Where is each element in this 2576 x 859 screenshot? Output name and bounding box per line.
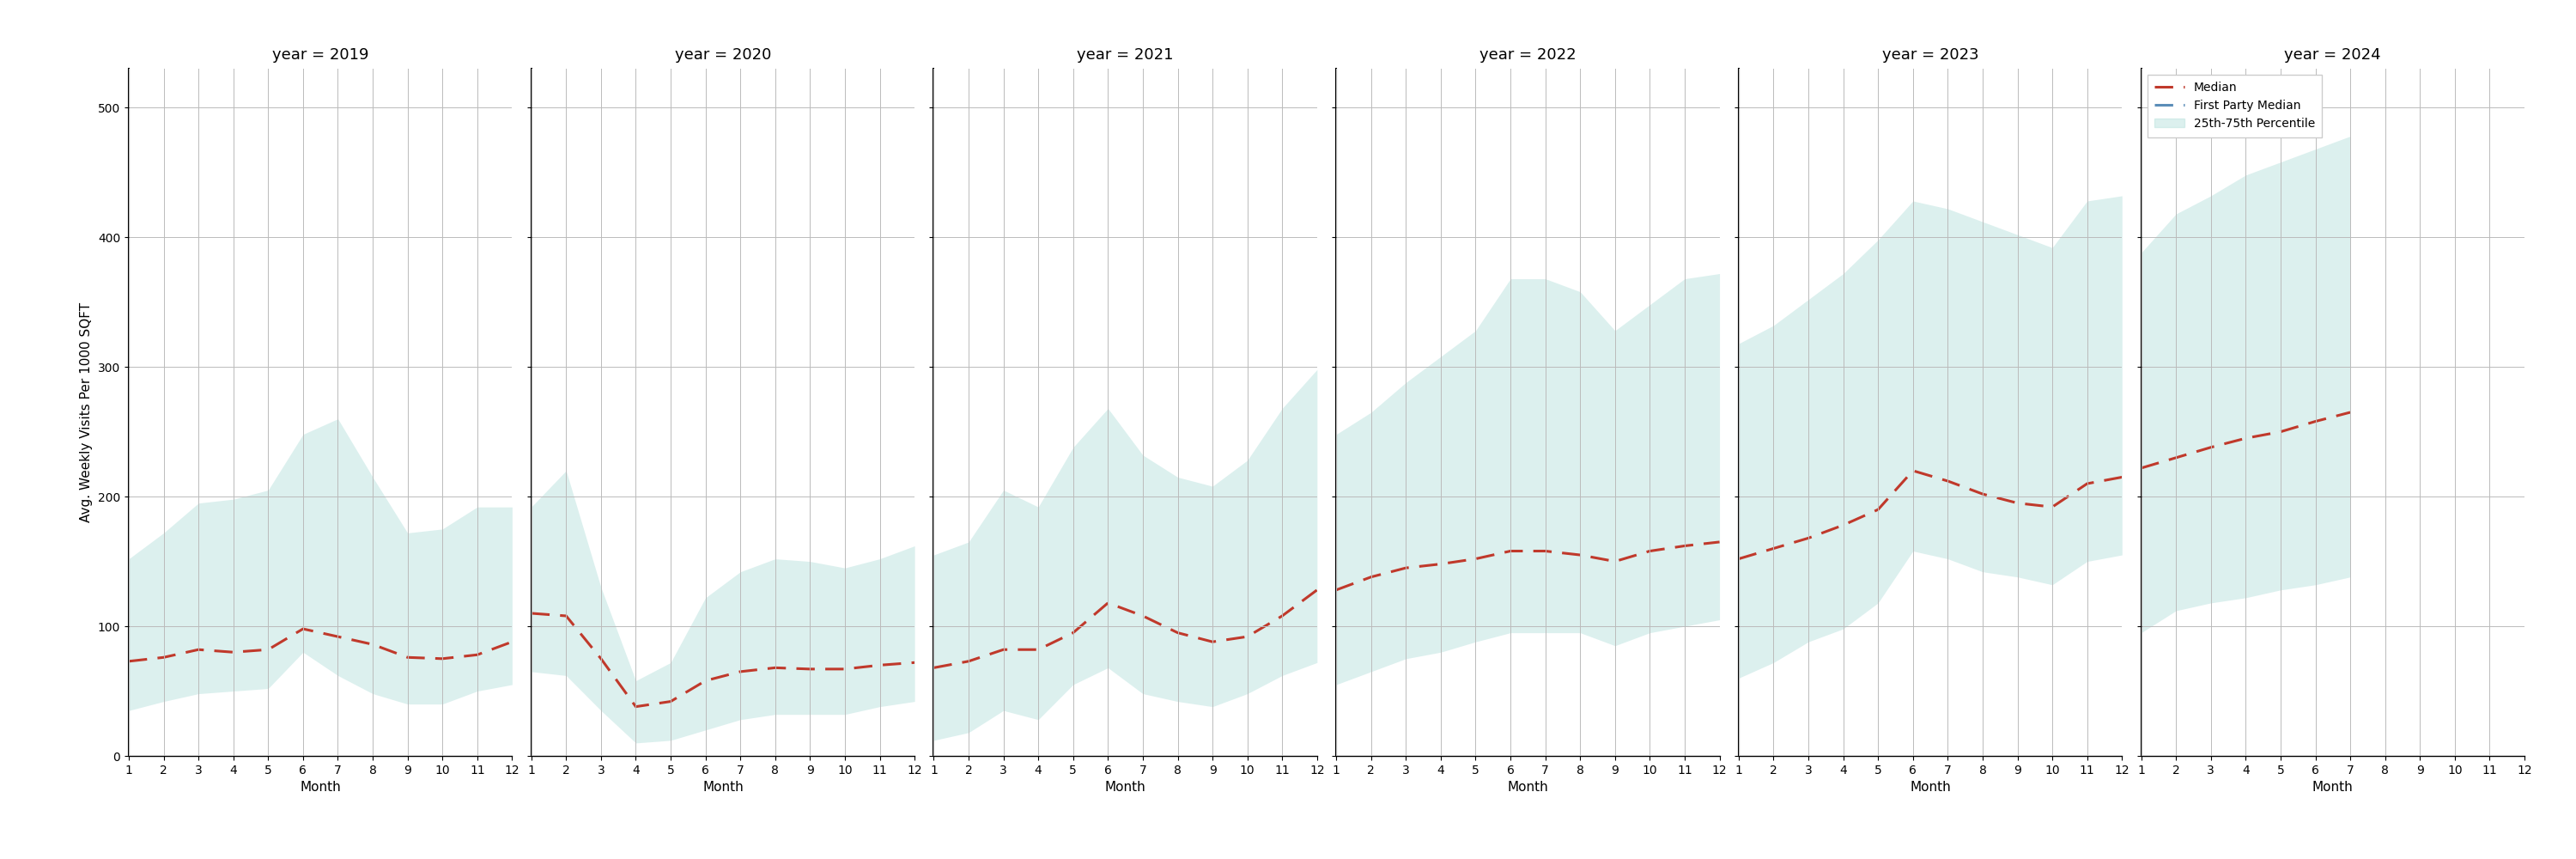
Title: year = 2024: year = 2024	[2285, 47, 2380, 63]
Title: year = 2019: year = 2019	[273, 47, 368, 63]
X-axis label: Month: Month	[2313, 781, 2354, 794]
X-axis label: Month: Month	[703, 781, 744, 794]
X-axis label: Month: Month	[1105, 781, 1146, 794]
X-axis label: Month: Month	[1507, 781, 1548, 794]
X-axis label: Month: Month	[1909, 781, 1950, 794]
Title: year = 2020: year = 2020	[675, 47, 770, 63]
Title: year = 2023: year = 2023	[1883, 47, 1978, 63]
Legend: Median, First Party Median, 25th-75th Percentile: Median, First Party Median, 25th-75th Pe…	[2148, 75, 2321, 137]
Title: year = 2022: year = 2022	[1479, 47, 1577, 63]
Title: year = 2021: year = 2021	[1077, 47, 1175, 63]
X-axis label: Month: Month	[299, 781, 340, 794]
Y-axis label: Avg. Weekly Visits Per 1000 SQFT: Avg. Weekly Visits Per 1000 SQFT	[80, 302, 93, 522]
